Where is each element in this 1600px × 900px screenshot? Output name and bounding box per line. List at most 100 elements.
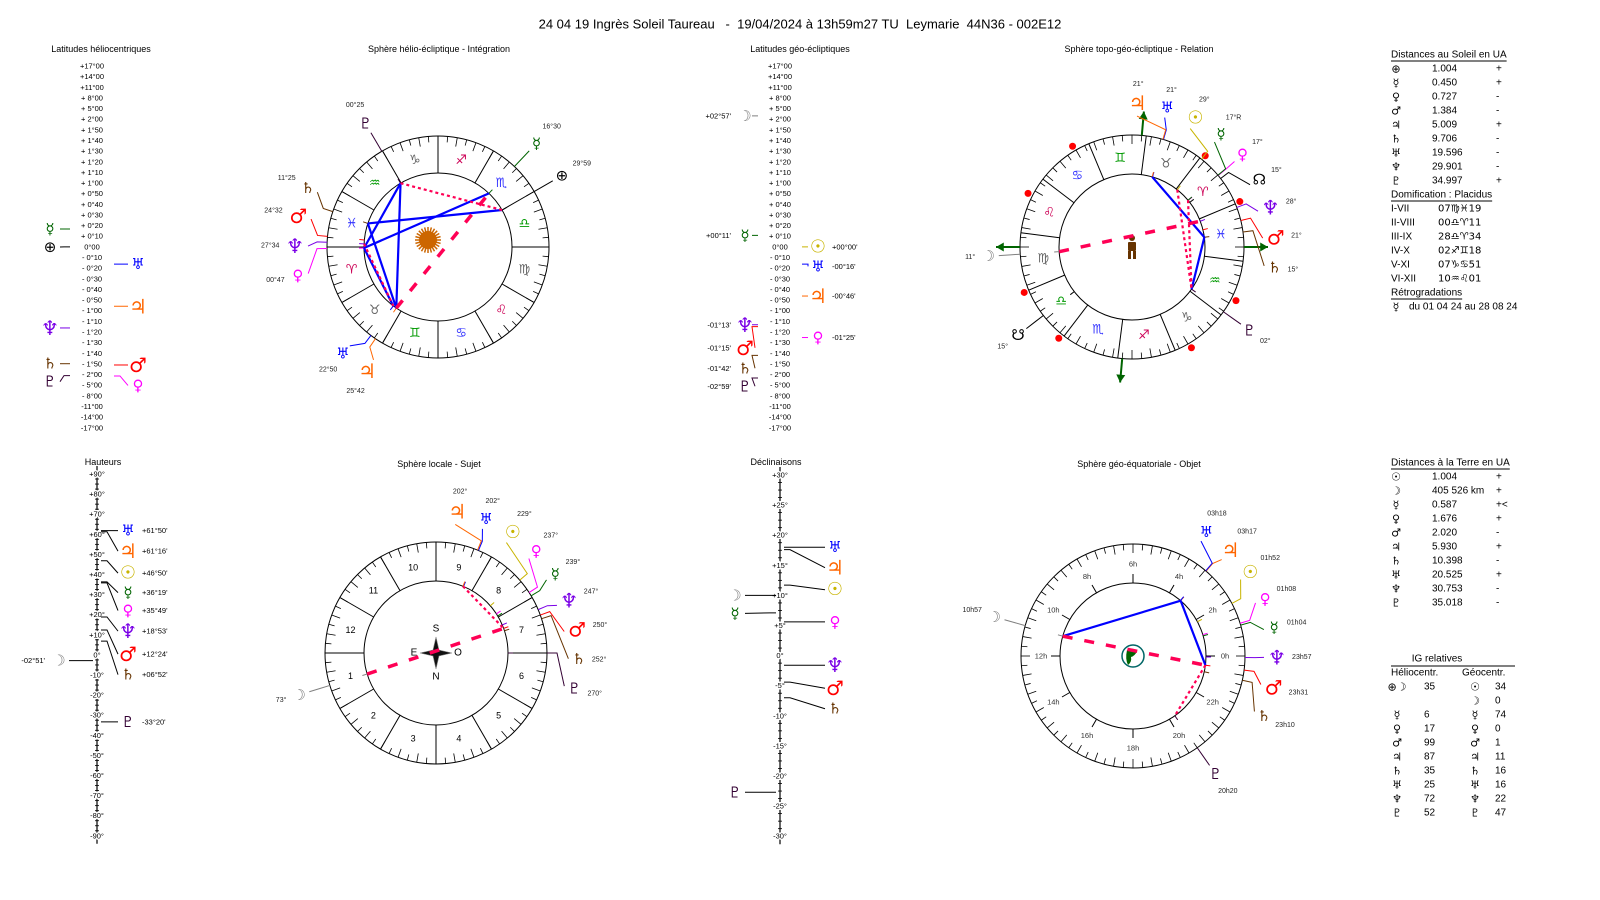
neptune-icon: ♆ bbox=[736, 313, 754, 337]
degree-tick bbox=[374, 332, 379, 339]
house-cusp-dot bbox=[1020, 288, 1028, 296]
planet-pointer-line bbox=[101, 581, 119, 593]
degree-tick bbox=[1040, 182, 1046, 187]
tick-label: + 2°00 bbox=[769, 115, 791, 124]
planet-value-label: -01°13' bbox=[707, 320, 731, 329]
sign-boundary bbox=[1189, 290, 1222, 316]
degree-tick bbox=[390, 341, 394, 348]
tick-label: + 0°40 bbox=[769, 200, 791, 209]
degree-tick bbox=[1222, 707, 1231, 713]
degree-tick bbox=[1141, 544, 1144, 551]
mars-icon: ♂ bbox=[1267, 225, 1285, 249]
sun-distance-value: 9.706 bbox=[1432, 134, 1457, 145]
degree-tick bbox=[1198, 569, 1206, 578]
sun-distance-trend: - bbox=[1496, 148, 1499, 159]
tick-label: 0°00 bbox=[84, 242, 100, 251]
degree-tick bbox=[532, 291, 539, 295]
degree-tick bbox=[536, 670, 546, 673]
tick-label: -10° bbox=[90, 671, 104, 680]
figure-leg bbox=[1133, 251, 1136, 259]
tick-label: + 0°30 bbox=[81, 210, 103, 219]
zodiac-sign-icon: ♉ bbox=[369, 303, 381, 318]
zodiac-sign-icon: ♈ bbox=[1197, 185, 1209, 200]
degree-tick bbox=[335, 697, 342, 701]
pluto-icon: ♇ bbox=[121, 713, 134, 731]
degree-tick bbox=[331, 687, 341, 692]
degree-tick bbox=[1219, 591, 1225, 596]
tick-label: - 1°00 bbox=[770, 306, 790, 315]
degree-tick bbox=[1024, 683, 1031, 686]
venus-icon: ♀ bbox=[1392, 91, 1400, 104]
venus-icon: ♀ bbox=[1260, 590, 1271, 608]
planet-pointer-line bbox=[547, 652, 565, 687]
degree-tick bbox=[1229, 690, 1239, 695]
degree-tick bbox=[1085, 554, 1089, 561]
mars-icon: ♂ bbox=[568, 617, 586, 641]
planet-pointer-line bbox=[784, 584, 826, 591]
tick-label: - 0°30 bbox=[82, 274, 102, 283]
planet-position-label: 00°25 bbox=[346, 101, 364, 109]
degree-tick bbox=[1041, 591, 1047, 596]
planet-pointer-line bbox=[369, 338, 376, 361]
degree-tick bbox=[1183, 336, 1189, 345]
planet-position-label: 15° bbox=[1288, 265, 1299, 273]
planet-position-label: 22°50 bbox=[319, 366, 337, 374]
earth-distance-value: 1.676 bbox=[1432, 514, 1457, 525]
zodiac-sign-icon: ♐ bbox=[455, 153, 467, 168]
planet-pointer-line bbox=[1240, 621, 1265, 631]
earth-distance-trend: - bbox=[1496, 598, 1499, 609]
degree-tick bbox=[523, 183, 530, 188]
house-cusp-dot bbox=[1236, 198, 1244, 206]
tick-label: +17°00 bbox=[80, 62, 104, 71]
ig-geo-planet-icon: ♅ bbox=[1470, 779, 1480, 792]
degree-tick bbox=[539, 217, 546, 221]
degree-tick bbox=[482, 341, 486, 348]
planet-inner-mark bbox=[490, 602, 495, 607]
degree-tick bbox=[1026, 281, 1036, 286]
jupiter-icon: ♃ bbox=[1391, 119, 1401, 132]
tick-label: + 0°40 bbox=[81, 200, 103, 209]
tick-label: + 1°20 bbox=[769, 157, 791, 166]
degree-tick bbox=[513, 718, 522, 725]
hour-label: 22h bbox=[1206, 698, 1219, 707]
degree-tick bbox=[1150, 757, 1153, 767]
planet-pointer-line bbox=[1205, 559, 1222, 572]
tick-label: - 0°20 bbox=[770, 264, 790, 273]
degree-tick bbox=[1237, 255, 1244, 258]
degree-tick bbox=[542, 255, 549, 258]
jupiter-icon: ♃ bbox=[1129, 91, 1147, 115]
degree-tick bbox=[539, 273, 546, 277]
sun-distance-trend: + bbox=[1496, 64, 1502, 75]
tick-label: -20° bbox=[90, 691, 104, 700]
degree-tick bbox=[1021, 227, 1031, 230]
degree-tick bbox=[1228, 208, 1238, 213]
moon-icon: ☽ bbox=[728, 586, 741, 604]
info-panel: Distances au Soleil en UA ⊕ 1.004 + ☿ 0.450 + ♀… bbox=[1387, 50, 1517, 820]
tick-label: +11°00 bbox=[768, 83, 792, 92]
tick-label: + 0°20 bbox=[81, 221, 103, 230]
planet-pointer-line bbox=[101, 582, 119, 611]
degree-tick bbox=[1053, 730, 1059, 736]
degree-tick bbox=[364, 567, 371, 576]
degree-tick bbox=[1219, 716, 1225, 721]
degree-tick bbox=[1035, 599, 1044, 605]
degree-tick bbox=[1040, 307, 1046, 312]
neptune-icon: ♆ bbox=[119, 619, 137, 643]
degree-tick bbox=[472, 342, 477, 352]
ig-helio-value: 6 bbox=[1424, 710, 1430, 721]
degree-tick bbox=[366, 161, 373, 170]
planet-position-label: 17° bbox=[1252, 138, 1263, 146]
ig-geo-planet-icon: ☽ bbox=[1470, 695, 1480, 708]
hour-label: 4h bbox=[1175, 572, 1183, 581]
degree-tick bbox=[501, 567, 508, 576]
degree-tick bbox=[1075, 149, 1081, 158]
planet-pointer-line bbox=[1200, 540, 1213, 572]
degree-tick bbox=[523, 306, 530, 311]
degree-tick bbox=[1094, 550, 1099, 560]
zodiac-sign-icon: ♏ bbox=[1092, 322, 1104, 337]
degree-tick bbox=[1184, 558, 1190, 567]
degree-tick bbox=[1021, 664, 1028, 667]
degree-tick bbox=[1027, 690, 1037, 695]
domification-title: Domification : Placidus bbox=[1391, 190, 1492, 201]
degree-tick bbox=[1103, 758, 1106, 765]
